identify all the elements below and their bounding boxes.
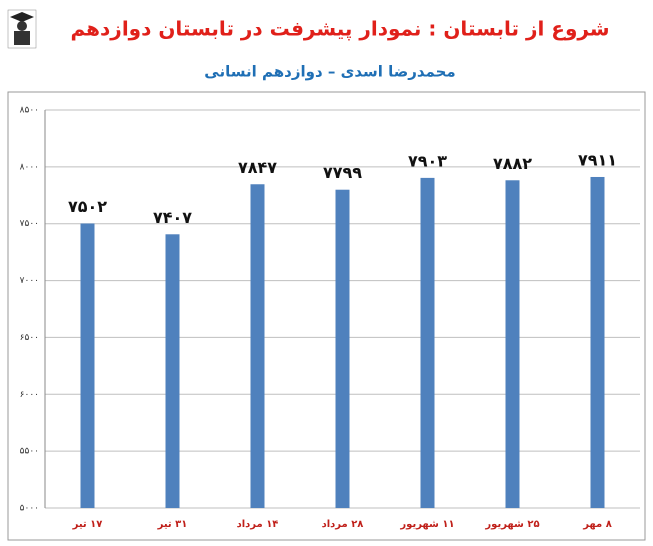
y-tick-label: ۸۰۰۰ <box>20 162 39 172</box>
x-tick-label: ۲۵ شهریور <box>484 519 539 530</box>
bar <box>335 189 350 508</box>
logo <box>7 9 37 49</box>
x-tick-label: ۱۴ مرداد <box>237 519 279 530</box>
y-tick-label: ۵۰۰۰ <box>20 504 39 514</box>
bar <box>80 223 95 508</box>
bar <box>250 184 265 508</box>
bar <box>165 234 180 508</box>
bar <box>590 176 605 508</box>
x-tick-label: ۸ مهر <box>582 519 612 530</box>
value-label: ۷۵۰۲ <box>68 197 107 216</box>
chart-subtitle: محمدرضا اسدی – دوازدهم انسانی <box>204 63 455 81</box>
y-tick-label: ۶۵۰۰ <box>20 333 39 343</box>
y-tick-label: ۶۰۰۰ <box>20 390 39 400</box>
x-tick-label: ۳۱ تیر <box>157 519 188 530</box>
chart-title: شروع از تابستان : نمودار پیشرفت در تابست… <box>70 17 609 42</box>
bar <box>505 180 520 508</box>
bar <box>420 177 435 508</box>
y-tick-label: ۷۰۰۰ <box>20 276 39 286</box>
x-tick-label: ۲۸ مرداد <box>322 519 364 530</box>
x-tick-label: ۱۱ شهریور <box>399 519 454 530</box>
x-tick-label: ۱۷ تیر <box>72 519 103 530</box>
y-tick-label: ۷۵۰۰ <box>20 219 39 229</box>
value-label: ۷۷۹۹ <box>323 163 362 182</box>
value-label: ۷۴۰۷ <box>153 208 192 227</box>
value-label: ۷۹۱۱ <box>578 150 617 169</box>
y-tick-label: ۵۵۰۰ <box>20 447 39 457</box>
value-label: ۷۸۴۷ <box>238 158 277 177</box>
plot-frame <box>7 91 646 541</box>
y-tick-label: ۸۵۰۰ <box>20 106 39 116</box>
value-label: ۷۸۸۲ <box>493 154 532 173</box>
value-label: ۷۹۰۳ <box>408 151 447 170</box>
